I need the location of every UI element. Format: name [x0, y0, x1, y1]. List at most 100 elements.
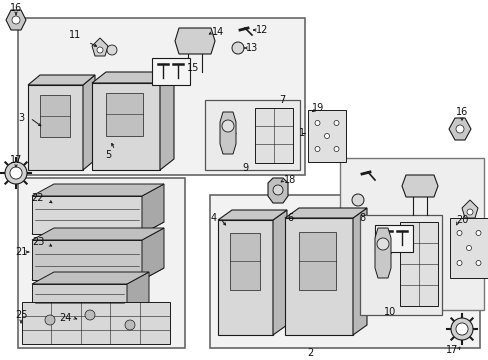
Text: 8: 8 [358, 213, 365, 223]
Polygon shape [298, 232, 335, 290]
Bar [399, 222, 437, 306]
Circle shape [351, 194, 363, 206]
Polygon shape [218, 210, 286, 220]
Circle shape [456, 230, 461, 235]
Text: 24: 24 [59, 313, 71, 323]
Bar [204, 100, 299, 170]
Polygon shape [40, 95, 70, 137]
Text: 22: 22 [32, 193, 44, 203]
Circle shape [10, 167, 22, 179]
Circle shape [222, 120, 234, 132]
Polygon shape [6, 10, 26, 30]
Circle shape [272, 185, 283, 195]
Polygon shape [32, 302, 149, 314]
Circle shape [45, 315, 55, 325]
Circle shape [12, 16, 20, 24]
Polygon shape [374, 228, 390, 278]
Text: 5: 5 [104, 150, 111, 160]
Polygon shape [218, 220, 272, 335]
Polygon shape [127, 272, 149, 314]
Text: 11: 11 [69, 30, 81, 40]
Polygon shape [285, 208, 366, 218]
Circle shape [314, 121, 319, 126]
Polygon shape [160, 72, 174, 170]
Text: 6: 6 [286, 213, 292, 223]
Circle shape [376, 238, 388, 250]
Polygon shape [106, 93, 142, 136]
Polygon shape [229, 233, 260, 290]
Polygon shape [32, 196, 142, 234]
Polygon shape [267, 178, 287, 203]
Polygon shape [285, 218, 352, 335]
Text: 17: 17 [10, 155, 22, 165]
Polygon shape [32, 284, 127, 314]
Circle shape [125, 320, 135, 330]
Polygon shape [32, 222, 163, 234]
Polygon shape [92, 72, 174, 83]
Text: 12: 12 [255, 25, 267, 35]
Bar [307, 110, 346, 162]
Polygon shape [461, 200, 477, 218]
Polygon shape [448, 118, 470, 140]
Circle shape [475, 230, 480, 235]
Circle shape [324, 134, 329, 139]
Bar [18, 178, 184, 348]
Polygon shape [92, 83, 160, 170]
Text: 13: 13 [245, 43, 258, 53]
Polygon shape [28, 85, 83, 170]
Text: 23: 23 [32, 237, 44, 247]
Polygon shape [32, 272, 149, 284]
Bar [339, 158, 483, 310]
Polygon shape [28, 75, 95, 85]
Circle shape [466, 209, 472, 215]
Text: 4: 4 [210, 213, 217, 223]
Polygon shape [32, 240, 142, 280]
Bar [359, 215, 441, 315]
Text: 10: 10 [383, 307, 395, 317]
Polygon shape [83, 75, 95, 170]
Circle shape [455, 125, 463, 133]
Polygon shape [272, 210, 286, 335]
Bar [254, 108, 292, 163]
Text: 21: 21 [15, 247, 27, 257]
Text: 17: 17 [445, 345, 457, 355]
Polygon shape [32, 184, 163, 196]
Text: 2: 2 [306, 348, 312, 358]
Circle shape [475, 261, 480, 265]
Text: 16: 16 [455, 107, 467, 117]
Circle shape [314, 147, 319, 152]
Text: 15: 15 [186, 63, 199, 73]
Text: 7: 7 [278, 95, 285, 105]
Text: 19: 19 [311, 103, 324, 113]
Circle shape [450, 318, 472, 340]
Polygon shape [92, 38, 108, 56]
Bar [209, 195, 479, 348]
Bar [152, 58, 190, 85]
Bar [449, 218, 487, 278]
Polygon shape [401, 175, 437, 197]
Text: 20: 20 [455, 215, 467, 225]
Text: 1: 1 [298, 128, 305, 138]
Circle shape [466, 246, 470, 251]
Bar [374, 225, 412, 252]
Polygon shape [32, 268, 163, 280]
Circle shape [107, 45, 117, 55]
Bar [18, 18, 305, 175]
Circle shape [97, 47, 103, 53]
Polygon shape [142, 184, 163, 234]
Text: 18: 18 [284, 175, 296, 185]
Circle shape [231, 42, 244, 54]
Circle shape [333, 121, 338, 126]
Polygon shape [142, 228, 163, 280]
Text: 3: 3 [18, 113, 24, 123]
Polygon shape [352, 208, 366, 335]
Circle shape [333, 147, 338, 152]
Text: 14: 14 [211, 27, 224, 37]
Text: 9: 9 [242, 163, 247, 173]
Text: 25: 25 [15, 310, 27, 320]
Circle shape [5, 162, 27, 184]
Polygon shape [175, 28, 215, 54]
Circle shape [456, 261, 461, 265]
Circle shape [455, 323, 467, 335]
Bar [22, 302, 170, 344]
